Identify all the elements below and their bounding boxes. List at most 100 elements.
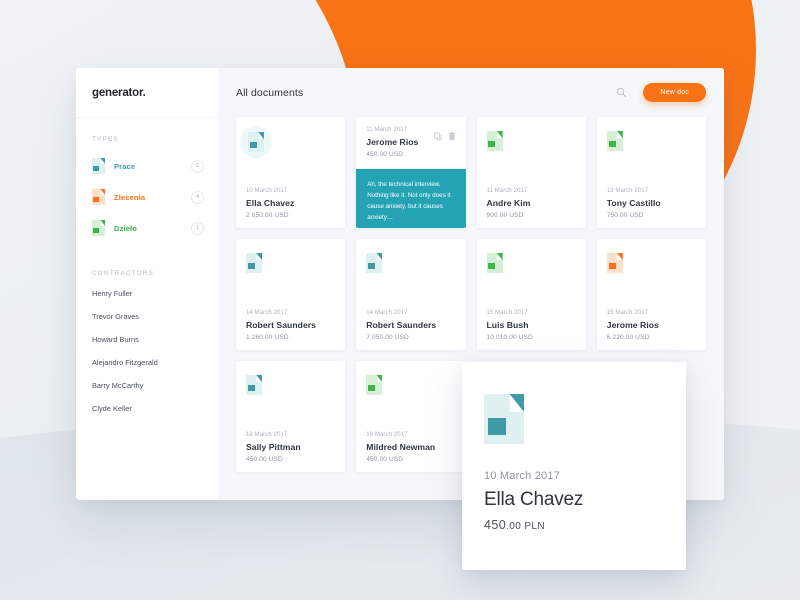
detail-date: 10 March 2017: [484, 470, 560, 482]
card-date: 19 March 2017: [366, 432, 408, 438]
card-date: 15 March 2017: [486, 310, 528, 316]
sidebar-type-zlecenia[interactable]: Zlecenia 4: [92, 186, 218, 208]
card-name: Sally Pittman: [246, 442, 301, 452]
topbar: All documents New doc: [218, 68, 724, 117]
sidebar-type-prace[interactable]: Prace 5: [92, 155, 218, 177]
search-icon[interactable]: [613, 85, 629, 101]
sidebar-type-label: Zlecenia: [114, 192, 146, 202]
detail-amount-main: 450: [484, 518, 507, 532]
card-date: 14 March 2017: [366, 310, 408, 316]
sidebar-contractor-item[interactable]: Trevor Graves: [92, 312, 139, 321]
document-card[interactable]: 19 March 2017 Mildred Newman 450.00 USD: [356, 361, 466, 472]
detail-amount: 450.00 PLN: [484, 518, 664, 532]
card-name: Andre Kim: [486, 198, 531, 208]
sidebar-divider: [76, 117, 218, 118]
sidebar-type-count: 1: [191, 221, 204, 235]
types-section: TYPES Prace 5 Zlecenia 4 Dzieło 1: [76, 118, 218, 239]
card-amount: 10 010.00 USD: [486, 334, 533, 341]
types-list: Prace 5 Zlecenia 4 Dzieło 1: [92, 155, 218, 239]
card-name: Ella Chavez: [246, 198, 295, 208]
card-name: Robert Saunders: [366, 320, 437, 330]
card-name: Tony Castillo: [606, 198, 661, 208]
document-icon: [606, 131, 623, 151]
icon-halo: [240, 126, 272, 158]
document-card[interactable]: 13 March 2017 Tony Castillo 750.00 USD: [596, 117, 706, 228]
contractors-list: Henry Fuller Trevor Graves Howard Burns Ale…: [92, 289, 218, 413]
card-icon-wrap: [246, 249, 335, 293]
sidebar-contractor-item[interactable]: Alejandro Fitzgerald: [92, 358, 158, 367]
detail-amount-cents: .00: [506, 521, 522, 532]
sidebar: generator. TYPES Prace 5 Zlecenia 4 Dzieło 1 …: [76, 68, 218, 500]
brand-name: generator.: [92, 86, 146, 99]
card-meta: 11 March 2017 Andre Kim 900.00 USD: [487, 188, 576, 219]
card-icon-wrap: [486, 127, 576, 171]
sidebar-type-label: Prace: [114, 161, 136, 171]
document-card[interactable]: 14 March 2017 Robert Saunders 7 050.00 USD: [356, 239, 466, 350]
new-doc-button[interactable]: New doc: [643, 83, 706, 102]
card-amount: 450.00 USD: [366, 151, 404, 158]
card-date: 14 March 2017: [246, 310, 288, 316]
contractors-section: CONTRACTORS Henry Fuller Trevor Graves How…: [76, 248, 218, 413]
card-meta: 10 March 2017 Ella Chavez 2 650.00 USD: [246, 188, 335, 219]
document-icon: [484, 394, 524, 444]
card-name: Luis Bush: [486, 320, 529, 330]
sidebar-type-count: 5: [191, 159, 204, 173]
trash-icon[interactable]: [448, 128, 456, 140]
types-heading: TYPES: [92, 136, 119, 143]
card-amount: 450.00 USD: [366, 456, 404, 463]
card-meta: 14 March 2017 Robert Saunders 1 260.00 USD: [246, 310, 335, 341]
document-icon: [92, 220, 105, 236]
detail-name: Ella Chavez: [484, 489, 584, 510]
card-name: Mildred Newman: [366, 442, 436, 452]
sidebar-contractor-item[interactable]: Barry McCarthy: [92, 381, 144, 390]
document-card[interactable]: 15 March 2017 Luis Bush 10 010.00 USD: [476, 239, 586, 350]
card-date: 18 March 2017: [246, 432, 288, 438]
app-window: generator. TYPES Prace 5 Zlecenia 4 Dzieło 1 …: [76, 68, 724, 500]
detail-amount-currency: PLN: [521, 521, 546, 532]
card-amount: 1 260.00 USD: [246, 334, 289, 341]
sidebar-type-dzieło[interactable]: Dzieło 1: [92, 217, 218, 239]
card-date: 10 March 2017: [246, 188, 288, 194]
contractors-heading: CONTRACTORS: [92, 270, 154, 277]
documents-grid: 10 March 2017 Ella Chavez 2 650.00 USD 11 M…: [218, 117, 724, 500]
document-icon: [366, 253, 383, 273]
card-meta: 19 March 2017 Mildred Newman 450.00 USD: [366, 432, 455, 463]
document-icon: [92, 158, 105, 174]
card-icon-wrap: [240, 126, 335, 171]
card-meta: 14 March 2017 Robert Saunders 7 050.00 USD: [366, 310, 455, 341]
sidebar-type-label: Dzieło: [114, 223, 137, 233]
brand-logo[interactable]: generator.: [76, 68, 218, 117]
document-icon: [246, 253, 262, 273]
copy-icon[interactable]: [433, 128, 442, 141]
document-icon: [486, 131, 503, 151]
card-note: Ah, the technical interview. Nothing lik…: [356, 169, 466, 228]
document-icon: [248, 132, 264, 152]
detail-doc-icon: [484, 384, 664, 470]
card-amount: 7 050.00 USD: [366, 334, 409, 341]
card-icon-wrap: [366, 371, 455, 415]
sidebar-contractor-item[interactable]: Howard Burns: [92, 335, 139, 344]
card-date: 11 March 2017: [486, 188, 528, 194]
card-meta: 13 March 2017 Tony Castillo 750.00 USD: [607, 188, 696, 219]
document-card[interactable]: 11 March 2017 Jerome Rios 450.00 USD Ah, th…: [356, 117, 466, 228]
document-detail-panel[interactable]: 10 March 2017 Ella Chavez 450.00 PLN: [462, 362, 686, 570]
document-card[interactable]: 15 March 2017 Jerome Rios 6 220.00 USD: [596, 239, 706, 350]
card-meta: 15 March 2017 Luis Bush 10 010.00 USD: [487, 310, 576, 341]
card-icon-wrap: [366, 249, 455, 293]
document-card[interactable]: 18 March 2017 Sally Pittman 450.00 USD: [236, 361, 346, 472]
sidebar-contractor-item[interactable]: Henry Fuller: [92, 289, 133, 298]
card-date: 13 March 2017: [606, 188, 649, 194]
card-name: Robert Saunders: [246, 320, 316, 330]
card-date: 11 March 2017: [366, 127, 408, 133]
document-card[interactable]: 14 March 2017 Robert Saunders 1 260.00 USD: [236, 239, 346, 350]
document-card[interactable]: 11 March 2017 Andre Kim 900.00 USD: [476, 117, 586, 228]
card-amount: 900.00 USD: [486, 212, 524, 219]
document-card[interactable]: 10 March 2017 Ella Chavez 2 650.00 USD: [236, 117, 346, 228]
sidebar-type-count: 4: [191, 190, 204, 204]
card-name: Jerome Rios: [606, 320, 659, 330]
card-amount: 450.00 USD: [246, 456, 283, 463]
card-date: 15 March 2017: [606, 310, 649, 316]
sidebar-contractor-item[interactable]: Clyde Keller: [92, 404, 132, 413]
document-icon: [486, 253, 503, 273]
card-amount: 2 650.00 USD: [246, 212, 289, 219]
